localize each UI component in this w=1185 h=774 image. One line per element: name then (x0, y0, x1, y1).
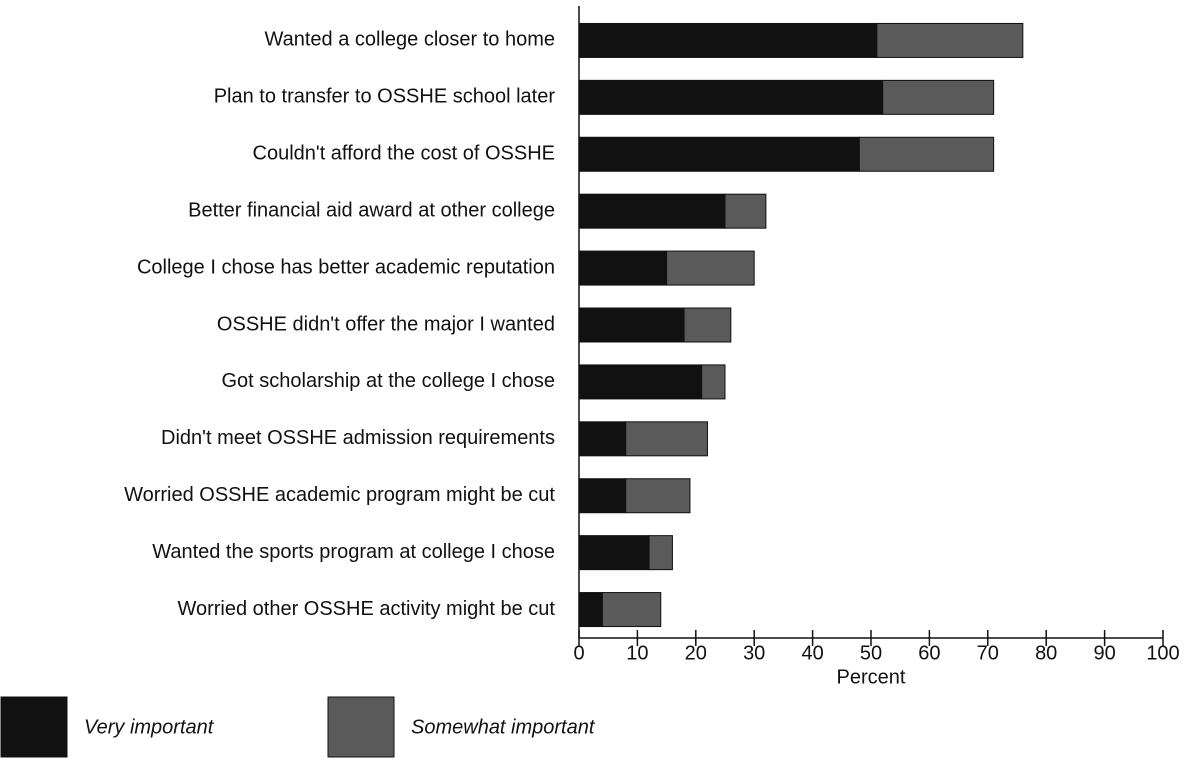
bar-segment (858, 136, 995, 172)
bar-segment (578, 535, 650, 571)
y-tick-label: Better financial aid award at other coll… (188, 199, 555, 221)
bar-segment (578, 193, 726, 229)
x-tick-label: 70 (977, 642, 999, 664)
bar-segment (578, 250, 668, 286)
x-tick-label: 10 (626, 642, 648, 664)
x-tick-label: 60 (918, 642, 940, 664)
legend-swatch (0, 696, 68, 758)
y-tick-label: Got scholarship at the college I chose (221, 370, 555, 392)
x-tick-label: 80 (1035, 642, 1057, 664)
bar-segment (578, 79, 884, 115)
legend-swatch (327, 696, 395, 758)
y-tick-label: Wanted a college closer to home (264, 29, 555, 51)
x-tick-label: 30 (743, 642, 765, 664)
x-tick-label: 20 (685, 642, 707, 664)
bar-segment (724, 193, 767, 229)
bar-segment (578, 421, 627, 457)
x-axis-label: Percent (837, 666, 906, 688)
legend-label: Somewhat important (411, 716, 596, 738)
y-tick-label: Plan to transfer to OSSHE school later (214, 86, 556, 108)
bar-segment (882, 79, 995, 115)
bar-segment (578, 364, 703, 400)
bar-segment (578, 307, 685, 343)
x-tick-label: 40 (801, 642, 823, 664)
bar-segment (578, 478, 627, 514)
y-tick-label: Worried OSSHE academic program might be … (124, 484, 555, 506)
bar-segment (625, 421, 708, 457)
y-tick-label: Wanted the sports program at college I c… (152, 541, 555, 563)
legend-label: Very important (84, 716, 215, 738)
bar-segment (648, 535, 673, 571)
y-tick-label: College I chose has better academic repu… (137, 256, 555, 278)
bar-segment (578, 136, 860, 172)
x-tick-label: 50 (860, 642, 882, 664)
y-tick-label: Worried other OSSHE activity might be cu… (177, 598, 555, 620)
bar-segment (666, 250, 755, 286)
bar-segment (625, 478, 691, 514)
x-tick-label: 0 (573, 642, 584, 664)
bar-segment (701, 364, 726, 400)
bar-segment (683, 307, 732, 343)
y-tick-label: Didn't meet OSSHE admission requirements (161, 427, 555, 449)
bar-segment (578, 592, 603, 628)
bar-segment (578, 22, 878, 58)
bar-segment (601, 592, 662, 628)
x-tick-label: 90 (1093, 642, 1115, 664)
y-tick-label: OSSHE didn't offer the major I wanted (217, 313, 555, 335)
y-tick-label: Couldn't afford the cost of OSSHE (253, 143, 556, 165)
x-tick-label: 100 (1146, 642, 1179, 664)
bar-segment (876, 22, 1024, 58)
